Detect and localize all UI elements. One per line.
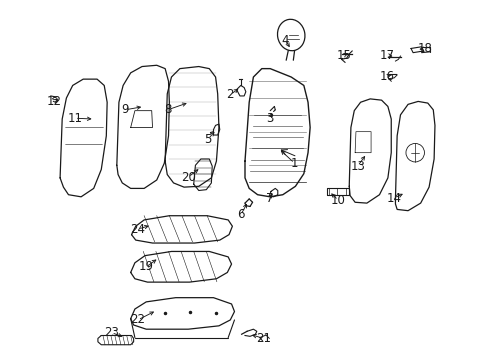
Text: 9: 9: [122, 103, 129, 116]
Text: 3: 3: [266, 112, 273, 125]
Text: 19: 19: [139, 261, 154, 274]
Text: 15: 15: [336, 49, 351, 62]
Text: 4: 4: [282, 33, 289, 46]
Polygon shape: [98, 336, 134, 345]
Ellipse shape: [277, 19, 305, 51]
Text: 14: 14: [387, 192, 402, 204]
Polygon shape: [131, 251, 232, 282]
Text: 17: 17: [380, 49, 394, 62]
Polygon shape: [131, 216, 232, 243]
Text: 12: 12: [46, 95, 61, 108]
Polygon shape: [237, 85, 246, 96]
Text: 24: 24: [130, 223, 146, 236]
Text: 18: 18: [417, 42, 432, 55]
Polygon shape: [245, 69, 310, 197]
Polygon shape: [395, 102, 435, 211]
Text: 10: 10: [331, 194, 346, 207]
Text: 11: 11: [67, 112, 82, 125]
Polygon shape: [327, 188, 349, 195]
Polygon shape: [165, 67, 219, 187]
Polygon shape: [214, 124, 220, 135]
Text: 13: 13: [350, 159, 365, 173]
Text: 20: 20: [181, 171, 196, 184]
Text: 2: 2: [226, 88, 234, 101]
Text: 5: 5: [204, 133, 212, 146]
Polygon shape: [270, 188, 278, 197]
Text: 8: 8: [164, 103, 171, 116]
Text: 16: 16: [380, 70, 394, 83]
Polygon shape: [349, 99, 391, 203]
Text: 1: 1: [291, 157, 298, 170]
Text: 21: 21: [256, 332, 271, 345]
Text: 22: 22: [130, 314, 146, 327]
Polygon shape: [194, 159, 212, 190]
Text: 23: 23: [104, 326, 119, 339]
Polygon shape: [60, 79, 107, 197]
Polygon shape: [117, 65, 170, 188]
Polygon shape: [131, 298, 235, 329]
Text: 6: 6: [237, 208, 245, 221]
Text: 7: 7: [266, 192, 273, 204]
